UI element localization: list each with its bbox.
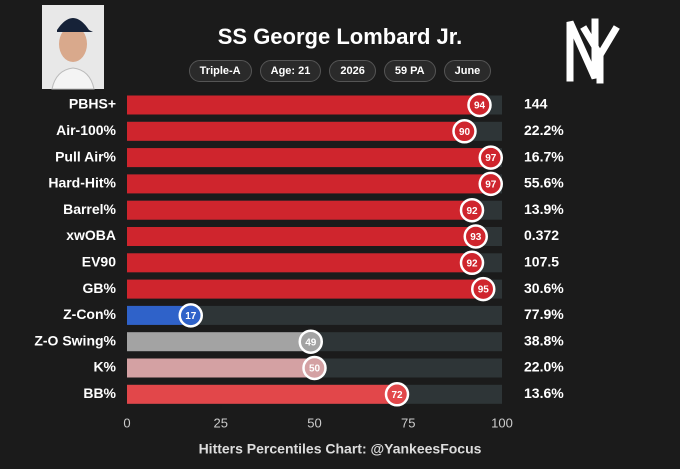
percentile-label: 94: [474, 101, 486, 112]
bar: [127, 279, 484, 299]
tag: Triple-A: [188, 60, 252, 82]
tag: 59 PA: [383, 60, 436, 82]
bar: [127, 305, 191, 325]
percentile-marker: [478, 145, 503, 170]
percentile-label: 90: [459, 127, 471, 138]
percentile-label: 50: [309, 364, 321, 375]
stat-label: 30.6%: [524, 280, 564, 296]
chart-title: SS George Lombard Jr.: [217, 24, 463, 49]
bar: [127, 95, 480, 115]
player-photo: [42, 5, 104, 90]
bar: [127, 148, 491, 168]
stat-label: 38.8%: [524, 332, 564, 348]
percentile-label: 92: [466, 206, 478, 217]
tag: June: [443, 60, 492, 82]
percentile-label: 97: [485, 153, 497, 164]
x-tick-label: 50: [307, 415, 321, 430]
tag-row: Triple-A Age: 21 2026 59 PA June: [160, 60, 520, 82]
category-label: BB%: [83, 385, 116, 401]
category-label: Barrel%: [63, 201, 116, 217]
bar: [127, 121, 465, 141]
percentile-marker: [452, 119, 477, 144]
team-logo: [566, 18, 620, 84]
x-tick-label: 75: [401, 415, 415, 430]
stat-label: 22.0%: [524, 359, 564, 375]
bar: [127, 384, 397, 404]
category-label: PBHS+: [69, 96, 116, 112]
category-label: Z-O Swing%: [34, 332, 116, 348]
category-label: xwOBA: [66, 227, 116, 243]
bar: [127, 174, 491, 194]
percentile-label: 49: [305, 337, 317, 348]
percentile-marker: [459, 250, 485, 276]
percentile-label: 17: [185, 311, 197, 322]
percentile-marker: [384, 382, 410, 407]
percentile-marker: [471, 276, 496, 302]
percentile-label: 72: [391, 390, 403, 401]
percentile-marker: [459, 197, 485, 223]
x-tick-label: 25: [214, 415, 228, 430]
bar: [127, 200, 472, 220]
stat-label: 55.6%: [524, 175, 564, 191]
stat-label: 13.6%: [524, 385, 564, 401]
stat-label: 13.9%: [524, 201, 564, 217]
stat-label: 144: [524, 96, 548, 112]
percentile-marker: [302, 355, 327, 381]
category-label: Air-100%: [56, 122, 116, 138]
percentile-label: 92: [466, 258, 478, 269]
bar: [127, 227, 476, 246]
category-label: GB%: [83, 280, 117, 296]
stat-label: 0.372: [524, 227, 559, 243]
bar: [127, 332, 311, 352]
bar: [127, 358, 315, 378]
percentile-marker: [467, 92, 492, 118]
percentile-marker: [298, 329, 323, 354]
percentile-marker: [463, 224, 488, 249]
stat-label: 77.9%: [524, 306, 564, 322]
tag: Age: 21: [259, 60, 322, 82]
header: SS George Lombard Jr. Triple-A Age: 21 202…: [160, 24, 520, 82]
percentile-label: 95: [478, 285, 490, 296]
stat-label: 107.5: [524, 254, 559, 270]
stat-label: 22.2%: [524, 122, 564, 138]
category-label: K%: [93, 359, 116, 375]
category-label: Pull Air%: [55, 148, 116, 164]
percentile-label: 93: [470, 232, 482, 243]
x-tick-label: 100: [491, 415, 513, 430]
tag: 2026: [329, 60, 376, 82]
percentile-label: 97: [485, 180, 497, 191]
percentile-marker: [178, 303, 203, 328]
bar-track: [127, 305, 502, 325]
category-label: Hard-Hit%: [48, 175, 116, 191]
bar: [127, 253, 472, 273]
stat-label: 16.7%: [524, 148, 564, 164]
percentile-marker: [478, 171, 503, 197]
category-label: EV90: [82, 254, 116, 270]
category-label: Z-Con%: [63, 306, 116, 322]
x-axis-label: Hitters Percentiles Chart: @YankeesFocus: [199, 441, 482, 457]
x-tick-label: 0: [123, 415, 130, 430]
